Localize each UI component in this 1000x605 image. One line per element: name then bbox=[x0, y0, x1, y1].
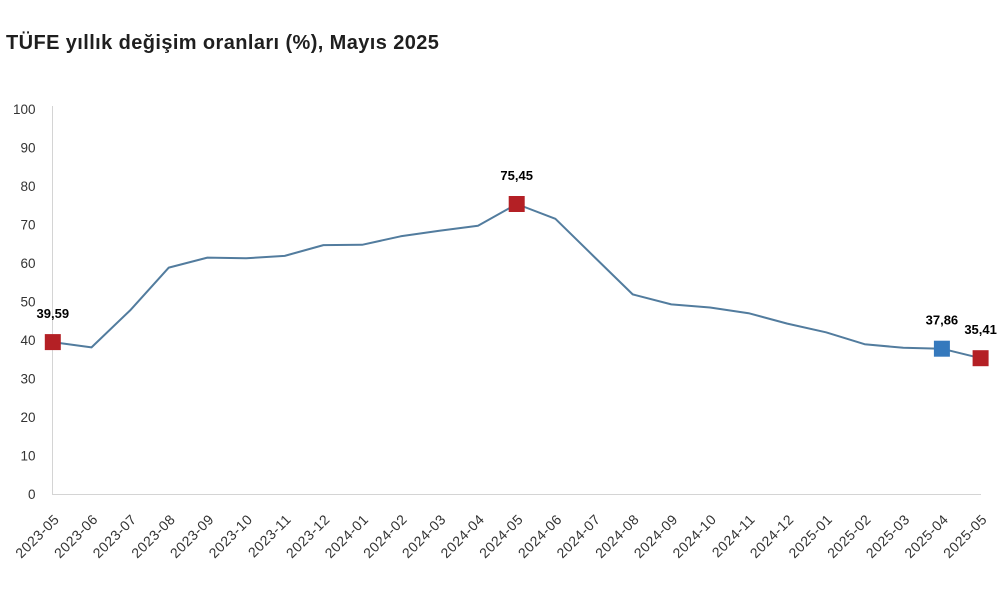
svg-text:90: 90 bbox=[20, 141, 35, 156]
svg-text:0: 0 bbox=[28, 487, 36, 502]
svg-text:10: 10 bbox=[20, 449, 35, 464]
svg-text:20: 20 bbox=[20, 410, 35, 425]
svg-text:35,41: 35,41 bbox=[964, 322, 997, 337]
svg-text:70: 70 bbox=[20, 218, 35, 233]
svg-text:39,59: 39,59 bbox=[37, 306, 70, 321]
svg-text:60: 60 bbox=[20, 256, 35, 271]
svg-text:80: 80 bbox=[20, 179, 35, 194]
svg-text:TÜFE yıllık değişim oranları (: TÜFE yıllık değişim oranları (%), Mayıs … bbox=[6, 31, 439, 54]
svg-text:37,86: 37,86 bbox=[926, 313, 959, 328]
svg-text:50: 50 bbox=[20, 295, 35, 310]
svg-text:100: 100 bbox=[13, 102, 36, 117]
svg-text:40: 40 bbox=[20, 333, 35, 348]
svg-text:30: 30 bbox=[20, 372, 35, 387]
svg-text:75,45: 75,45 bbox=[500, 168, 533, 183]
